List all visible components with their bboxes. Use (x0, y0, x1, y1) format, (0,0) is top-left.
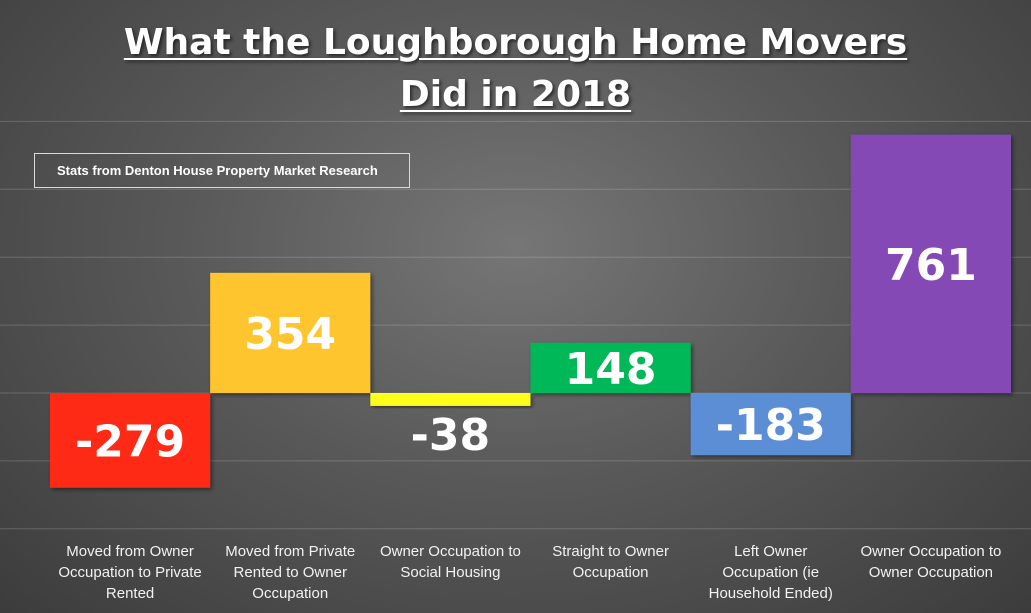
data-label-3: 148 (565, 344, 657, 395)
bar-3 (530, 342, 691, 393)
data-label-1: 354 (244, 309, 336, 360)
category-label-line: Occupation (572, 564, 649, 581)
chart-title-line-1: What the Loughborough Home Movers (123, 22, 908, 63)
category-label-5: Owner Occupation to Owner Occupation (851, 541, 1011, 583)
source-note-text: Stats from Denton House Property Market … (57, 163, 378, 178)
category-label-line: Social Housing (400, 564, 501, 581)
category-label-line: Rented to Owner (233, 564, 347, 581)
chart-title-line-2: Did in 2018 (399, 74, 632, 115)
bar-4 (690, 393, 851, 456)
bar-1 (210, 272, 371, 393)
category-label-3: Straight to Owner Occupation (531, 541, 691, 583)
category-label-line: Occupation (ie (722, 564, 820, 581)
category-label-line: Left Owner (734, 543, 808, 560)
bar-2 (370, 393, 531, 406)
category-label-line: Moved from Private (225, 543, 356, 560)
category-label-1: Moved from Private Rented to Owner Occupat… (210, 541, 370, 604)
category-label-line: Moved from Owner (66, 543, 194, 560)
category-label-2: Owner Occupation to Social Housing (370, 541, 530, 583)
category-label-line: Owner Occupation to (860, 543, 1002, 560)
category-label-4: Left Owner Occupation (ie Household Ended) (691, 541, 851, 604)
category-label-line: Rented (105, 585, 155, 602)
category-label-line: Straight to Owner (552, 543, 669, 560)
category-label-line: Household Ended) (708, 585, 833, 602)
category-label-line: Occupation (252, 585, 329, 602)
category-label-0: Moved from Owner Occupation to Private Ren… (50, 541, 210, 604)
data-label-0: -279 (75, 416, 185, 467)
data-label-5: 761 (885, 240, 977, 291)
source-note-box: Stats from Denton House Property Market … (34, 153, 410, 188)
category-label-line: Occupation to Private (58, 564, 202, 581)
bar-5 (850, 134, 1011, 393)
category-label-line: Owner Occupation (868, 564, 994, 581)
category-label-line: Owner Occupation to (379, 543, 521, 560)
bar-0 (50, 393, 211, 488)
data-label-2: -38 (411, 410, 491, 461)
data-label-4: -183 (716, 400, 826, 451)
